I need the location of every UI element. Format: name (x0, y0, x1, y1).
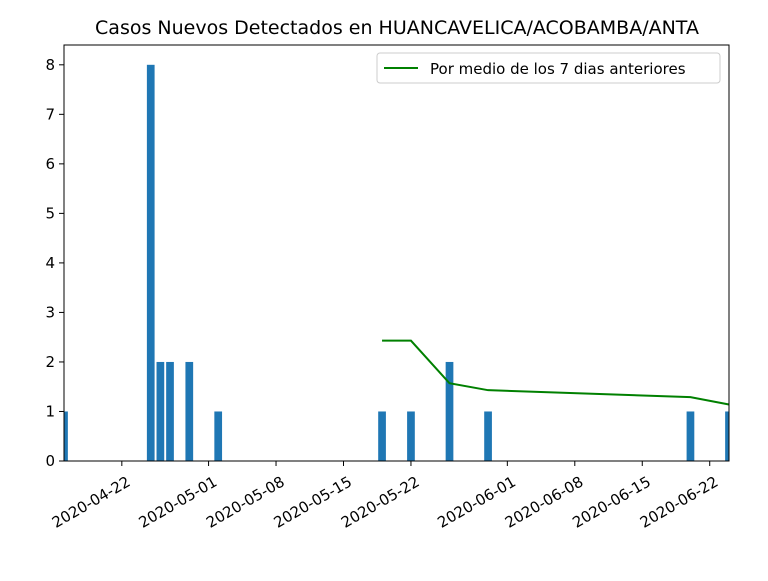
bar (686, 411, 695, 461)
bar (214, 411, 223, 461)
y-tick-label: 6 (45, 155, 55, 173)
y-tick-label: 8 (45, 56, 55, 74)
bar (484, 411, 492, 461)
chart-title: Casos Nuevos Detectados en HUANCAVELICA/… (95, 17, 699, 39)
x-axis: 2020-04-22 2020-05-012020-05-082020-05-15… (49, 461, 721, 532)
y-tick-label: 0 (45, 452, 55, 470)
bar (64, 411, 68, 461)
x-tick-label: 2020-04-22 (49, 473, 134, 532)
line-layer (382, 339, 730, 406)
y-axis: 0 1 2 3 4 5 6 7 8 (45, 56, 64, 470)
legend: Por medio de los 7 dias anteriores (376, 52, 721, 84)
y-tick-label: 7 (45, 105, 55, 123)
y-tick-label: 4 (45, 254, 55, 272)
bar (185, 361, 194, 461)
bar (407, 411, 415, 461)
bar (156, 361, 165, 461)
bar (166, 361, 174, 461)
bar (146, 64, 155, 462)
plot-frame (63, 44, 730, 462)
y-tick-label: 5 (45, 204, 55, 222)
bars-layer (64, 64, 729, 462)
y-tick-label: 2 (45, 353, 55, 371)
y-tick-label: 1 (45, 402, 55, 420)
legend-label: Por medio de los 7 dias anteriores (430, 60, 686, 78)
y-tick-label: 3 (45, 303, 55, 321)
bar (445, 361, 454, 461)
bar (378, 411, 386, 461)
series-line (382, 339, 730, 406)
bar (725, 411, 729, 461)
legend-box (376, 52, 721, 84)
